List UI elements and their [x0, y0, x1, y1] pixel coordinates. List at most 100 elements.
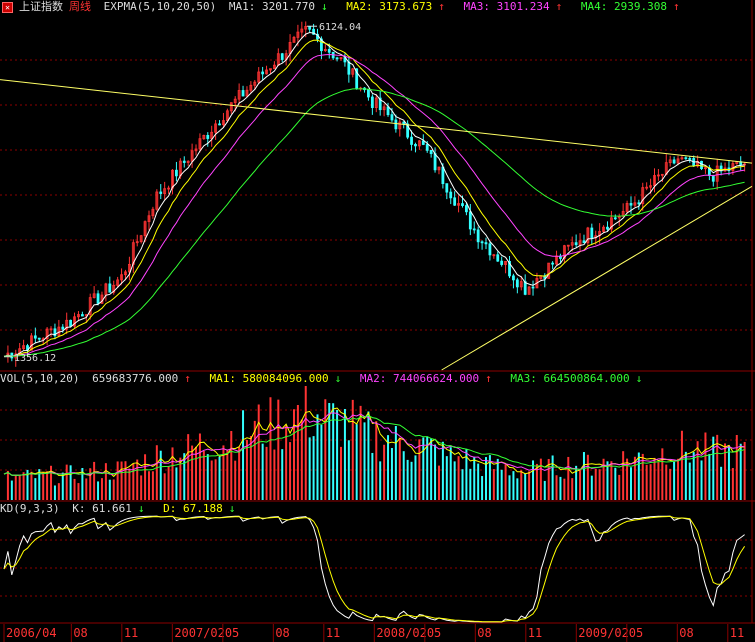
candle-body: [672, 159, 676, 164]
candle-body: [386, 106, 390, 116]
candle-body: [453, 197, 457, 206]
candle-body: [472, 228, 476, 231]
candle-body: [613, 217, 617, 220]
candle-body: [578, 240, 582, 246]
candle-body: [257, 71, 261, 83]
index-name: 上证指数: [19, 0, 63, 13]
candle-body: [586, 227, 590, 244]
candle-body: [163, 188, 167, 194]
candle-body: [18, 348, 22, 355]
candle-body: [382, 106, 386, 111]
candle-body: [480, 241, 484, 244]
candle-body: [198, 138, 202, 150]
candle-body: [308, 25, 312, 30]
expma-label[interactable]: EXPMA(5,10,20,50): [103, 0, 217, 13]
candle-body: [590, 227, 594, 239]
candle-body: [327, 48, 331, 53]
candle-body: [390, 114, 394, 121]
candle-body: [668, 159, 672, 164]
candle-body: [367, 89, 370, 98]
candle-body: [657, 174, 660, 177]
d-readout: D: 67.188 ↓: [163, 502, 236, 515]
candle-body: [523, 281, 527, 295]
x-tick-label: 2008/02: [376, 626, 427, 640]
candle-body: [292, 36, 296, 43]
candle-body: [206, 135, 210, 139]
ma4-readout: MA4: 2939.308 ↑: [580, 0, 680, 13]
candle-body: [715, 165, 719, 182]
candle-body: [30, 335, 33, 351]
candle-body: [120, 274, 123, 281]
kd-label[interactable]: KD(9,3,3): [0, 502, 60, 515]
candle-body: [92, 293, 96, 299]
period-label[interactable]: 周线: [69, 0, 91, 13]
volume-header: VOL(5,10,20) 659683776.000 ↑ MA1: 5800840…: [0, 372, 654, 386]
candle-body: [186, 160, 190, 163]
candle-body: [688, 158, 692, 160]
candle-body: [684, 157, 688, 160]
candle-body: [374, 97, 378, 108]
candle-body: [22, 345, 25, 350]
candle-body: [77, 314, 80, 318]
candle-body: [218, 123, 221, 126]
candle-body: [629, 203, 633, 206]
k-line: [3, 515, 745, 623]
candle-body: [645, 186, 649, 189]
candle-body: [417, 140, 421, 147]
candle-body: [468, 211, 472, 230]
candle-body: [335, 57, 339, 60]
ma3-readout: MA3: 3101.234 ↑: [463, 0, 563, 13]
candle-body: [225, 110, 229, 121]
candle-body: [457, 203, 460, 206]
x-tick-label: 2009/02: [578, 626, 629, 640]
d-line: [3, 515, 746, 623]
candle-body: [445, 183, 449, 193]
candle-body: [653, 175, 656, 187]
candle-body: [69, 319, 73, 327]
candle-body: [167, 187, 170, 190]
x-tick-label: 08: [73, 626, 87, 640]
candle-body: [429, 149, 433, 155]
candles: [6, 21, 747, 367]
vol-ma2-readout: MA2: 744066624.000 ↑: [359, 372, 492, 385]
candle-body: [49, 328, 53, 331]
x-tick-label: 05: [629, 626, 643, 640]
candle-body: [175, 169, 178, 177]
candle-body: [202, 135, 206, 140]
x-tick-label: 11: [730, 626, 744, 640]
candle-body: [159, 191, 163, 194]
candle-body: [241, 90, 245, 97]
candle-body: [488, 243, 492, 256]
candle-body: [53, 328, 57, 337]
candle-body: [45, 328, 49, 340]
candle-body: [370, 96, 374, 108]
ma1-line: [3, 31, 745, 357]
x-tick-label: 11: [326, 626, 340, 640]
close-icon[interactable]: ✕: [2, 2, 13, 13]
candle-body: [425, 144, 429, 151]
candle-body: [73, 316, 76, 327]
candle-body: [700, 160, 703, 170]
candle-body: [492, 254, 496, 257]
candle-body: [574, 242, 578, 246]
candle-body: [676, 158, 680, 164]
candle-body: [441, 166, 445, 185]
candle-body: [500, 260, 504, 265]
candle-body: [602, 226, 605, 232]
candle-body: [124, 271, 127, 276]
x-tick-label: 05: [427, 626, 441, 640]
candle-body: [704, 167, 707, 170]
candle-body: [280, 53, 284, 60]
candle-body: [449, 191, 453, 199]
candle-body: [621, 211, 625, 217]
candle-body: [410, 136, 413, 145]
vol-label[interactable]: VOL(5,10,20): [0, 372, 80, 385]
candle-body: [265, 69, 268, 75]
x-tick-label: 2006/04: [6, 626, 57, 640]
candle-body: [398, 121, 402, 130]
candle-body: [347, 61, 351, 75]
candle-body: [300, 28, 304, 33]
vol-ma3-readout: MA3: 664500864.000 ↓: [510, 372, 643, 385]
candle-body: [261, 71, 265, 75]
